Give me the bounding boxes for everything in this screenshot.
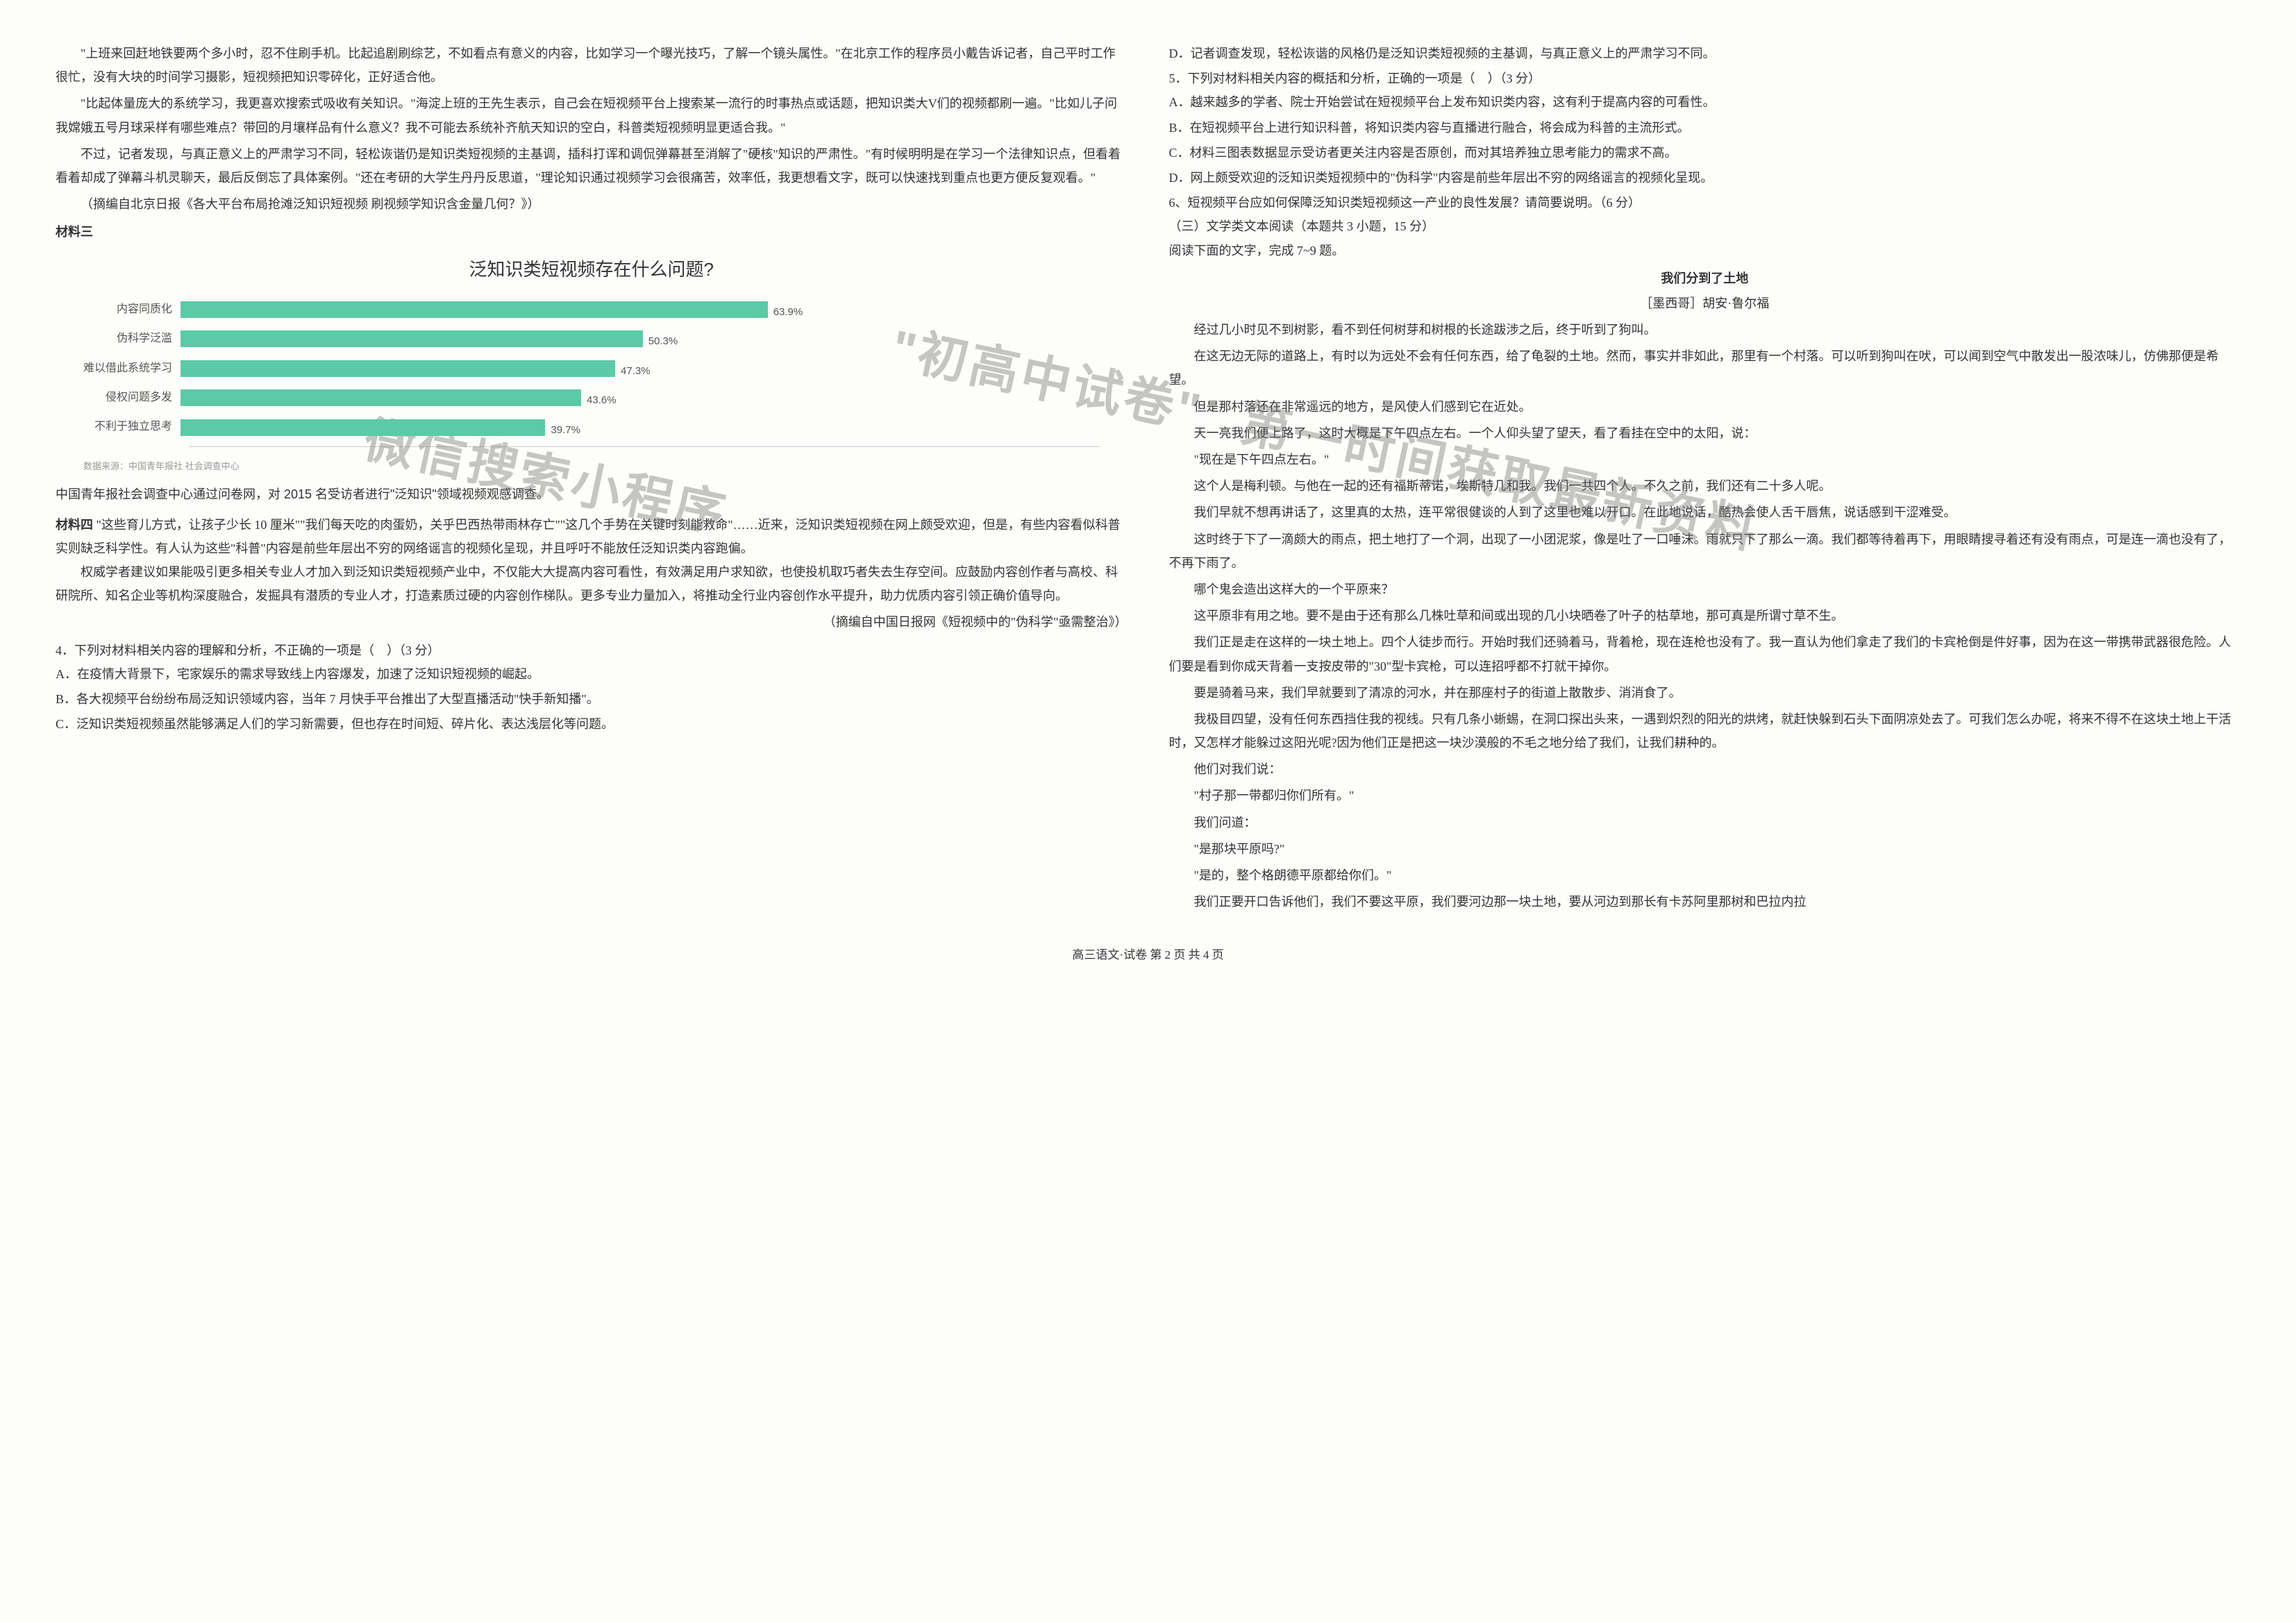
bar-row: 侵权问题多发43.6% [83,387,1100,408]
story-para: 我极目四望，没有任何东西挡住我的视线。只有几条小蜥蜴，在洞口探出头来，一遇到炽烈… [1169,707,2241,755]
story-para: 我们正是走在这样的一块土地上。四个人徒步而行。开始时我们还骑着马，背着枪，现在连… [1169,630,2241,678]
story-para: 我们正要开口告诉他们，我们不要这平原，我们要河边那一块土地，要从河边到那长有卡苏… [1169,890,2241,914]
left-column: "上班来回赶地铁要两个多小时，忍不住刷手机。比起追剧刷综艺，不如看点有意义的内容… [56,42,1128,916]
material-4-paragraph: 材料四 "这些育儿方式，让孩子少长 10 厘米""我们每天吃的肉蛋奶，关乎巴西热… [56,513,1128,560]
question-5: 5．下列对材料相关内容的概括和分析，正确的一项是（ ）（3 分） [1169,67,2241,90]
option-4d: D．记者调查发现，轻松诙谐的风格仍是泛知识类短视频的主基调，与真正意义上的严肃学… [1169,42,2241,65]
story-para: 天一亮我们便上路了，这时大概是下午四点左右。一个人仰头望了望天，看了看挂在空中的… [1169,421,2241,445]
chart-source: 数据来源：中国青年报社 社会调查中心 [83,458,1128,476]
chart-caption: 中国青年报社会调查中心通过问卷网，对 2015 名受访者进行"泛知识"领域视频观… [56,482,1128,506]
reading-instruction: 阅读下面的文字，完成 7~9 题。 [1169,239,2241,262]
bar-fill [181,301,768,318]
question-6: 6、短视频平台应如何保障泛知识类短视频这一产业的良性发展？请简要说明。（6 分） [1169,191,2241,215]
two-column-page: "上班来回赶地铁要两个多小时，忍不住刷手机。比起追剧刷综艺，不如看点有意义的内容… [56,42,2240,916]
bar-label: 侵权问题多发 [83,387,181,408]
material-4-label: 材料四 [56,518,93,532]
bar-value: 39.7% [551,421,580,441]
bar-row: 难以借此系统学习47.3% [83,358,1100,379]
paragraph: "上班来回赶地铁要两个多小时，忍不住刷手机。比起追剧刷综艺，不如看点有意义的内容… [56,42,1128,89]
option-5d: D．网上颇受欢迎的泛知识类短视频中的"伪科学"内容是前些年层出不穷的网络谣言的视… [1169,166,2241,190]
bar-value: 50.3% [648,332,678,352]
story-para: 但是那村落还在非常遥远的地方，是风使人们感到它在近处。 [1169,395,2241,419]
story-para: 我们问道： [1169,811,2241,834]
bar-track: 39.7% [181,419,1100,436]
bar-track: 43.6% [181,389,1100,406]
option-5b: B．在短视频平台上进行知识科普，将知识类内容与直播进行融合，将会成为科普的主流形… [1169,116,2241,140]
option-5a: A．越来越多的学者、院士开始尝试在短视频平台上发布知识类内容，这有利于提高内容的… [1169,90,2241,114]
bar-row: 不利于独立思考39.7% [83,417,1100,437]
story-para: 这平原非有用之地。要不是由于还有那么几株吐草和间或出现的几小块晒卷了叶子的枯草地… [1169,604,2241,628]
bar-label: 不利于独立思考 [83,417,181,437]
bar-value: 63.9% [773,303,803,323]
bar-fill [181,389,581,406]
paragraph: "比起体量庞大的系统学习，我更喜欢搜索式吸收有关知识。"海淀上班的王先生表示，自… [56,92,1128,139]
page-footer: 高三语文·试卷 第 2 页 共 4 页 [56,944,2240,966]
story-para: "是那块平原吗?" [1169,837,2241,861]
story-para: "现在是下午四点左右。" [1169,448,2241,471]
paragraph: 权威学者建议如果能吸引更多相关专业人才加入到泛知识类短视频产业中，不仅能大大提高… [56,560,1128,607]
story-para: 这时终于下了一滴颇大的雨点，把土地打了一个洞，出现了一小团泥浆，像是吐了一口唾沫… [1169,528,2241,575]
paragraph: 不过，记者发现，与真正意义上的严肃学习不同，轻松诙谐仍是知识类短视频的主基调，插… [56,142,1128,190]
story-para: 要是骑着马来，我们早就要到了清凉的河水，并在那座村子的街道上散散步、消消食了。 [1169,681,2241,705]
story-para: "村子那一带都归你们所有。" [1169,784,2241,807]
bar-label: 伪科学泛滥 [83,328,181,349]
story-para: 经过几小时见不到树影，看不到任何树芽和树根的长途跋涉之后，终于听到了狗叫。 [1169,318,2241,342]
bar-label: 难以借此系统学习 [83,358,181,379]
story-para: 在这无边无际的道路上，有时以为远处不会有任何东西，给了龟裂的土地。然而，事实并非… [1169,344,2241,392]
chart-title: 泛知识类短视频存在什么问题? [56,253,1128,287]
bar-label: 内容同质化 [83,299,181,320]
bar-value: 43.6% [587,391,617,411]
source-credit: （摘编自中国日报网《短视频中的"伪科学"亟需整治》） [56,610,1128,634]
option-4c: C．泛知识类短视频虽然能够满足人们的学习新需要，但也存在时间短、碎片化、表达浅层… [56,712,1128,736]
story-title: 我们分到了土地 [1169,267,2241,290]
material-3-label: 材料三 [56,220,1128,244]
question-4: 4．下列对材料相关内容的理解和分析，不正确的一项是（ ）（3 分） [56,639,1128,662]
bar-chart: 内容同质化63.9%伪科学泛滥50.3%难以借此系统学习47.3%侵权问题多发4… [56,299,1128,453]
bar-track: 47.3% [181,360,1100,377]
section-3-label: （三）文学类文本阅读（本题共 3 小题，15 分） [1169,215,2241,238]
bar-fill [181,419,545,436]
story-para: "是的，整个格朗德平原都给你们。" [1169,864,2241,887]
bar-row: 伪科学泛滥50.3% [83,328,1100,349]
option-5c: C．材料三图表数据显示受访者更关注内容是否原创，而对其培养独立思考能力的需求不高… [1169,141,2241,165]
bar-track: 50.3% [181,330,1100,347]
bar-fill [181,330,643,347]
option-4a: A．在疫情大背景下，宅家娱乐的需求导致线上内容爆发，加速了泛知识短视频的崛起。 [56,662,1128,686]
page-wrap: 微信搜索小程序 "初高中试卷" 第一时间获取最新资料 "上班来回赶地铁要两个多小… [56,42,2240,967]
story-author: ［墨西哥］胡安·鲁尔福 [1169,292,2241,315]
bar-row: 内容同质化63.9% [83,299,1100,320]
bar-value: 47.3% [621,362,651,382]
option-4b: B．各大视频平台纷纷布局泛知识领域内容，当年 7 月快手平台推出了大型直播活动"… [56,687,1128,711]
story-para: 这个人是梅利顿。与他在一起的还有福斯蒂诺，埃斯特几和我。我们一共四个人。不久之前… [1169,474,2241,498]
bar-fill [181,360,615,377]
story-para: 他们对我们说： [1169,757,2241,781]
source-credit: （摘编自北京日报《各大平台布局抢滩泛知识短视频 刷视频学知识含金量几何？》） [56,192,1128,216]
paragraph-inline: "这些育儿方式，让孩子少长 10 厘米""我们每天吃的肉蛋奶，关乎巴西热带雨林存… [56,518,1121,555]
bar-track: 63.9% [181,301,1100,318]
story-para: 哪个鬼会造出这样大的一个平原来？ [1169,578,2241,601]
chart-axis [189,446,1100,447]
right-column: D．记者调查发现，轻松诙谐的风格仍是泛知识类短视频的主基调，与真正意义上的严肃学… [1169,42,2241,916]
story-para: 我们早就不想再讲话了，这里真的太热，连平常很健谈的人到了这里也难以开口。在此地说… [1169,501,2241,524]
